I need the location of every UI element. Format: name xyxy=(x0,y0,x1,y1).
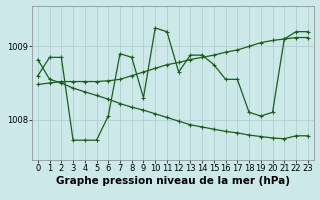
X-axis label: Graphe pression niveau de la mer (hPa): Graphe pression niveau de la mer (hPa) xyxy=(56,176,290,186)
